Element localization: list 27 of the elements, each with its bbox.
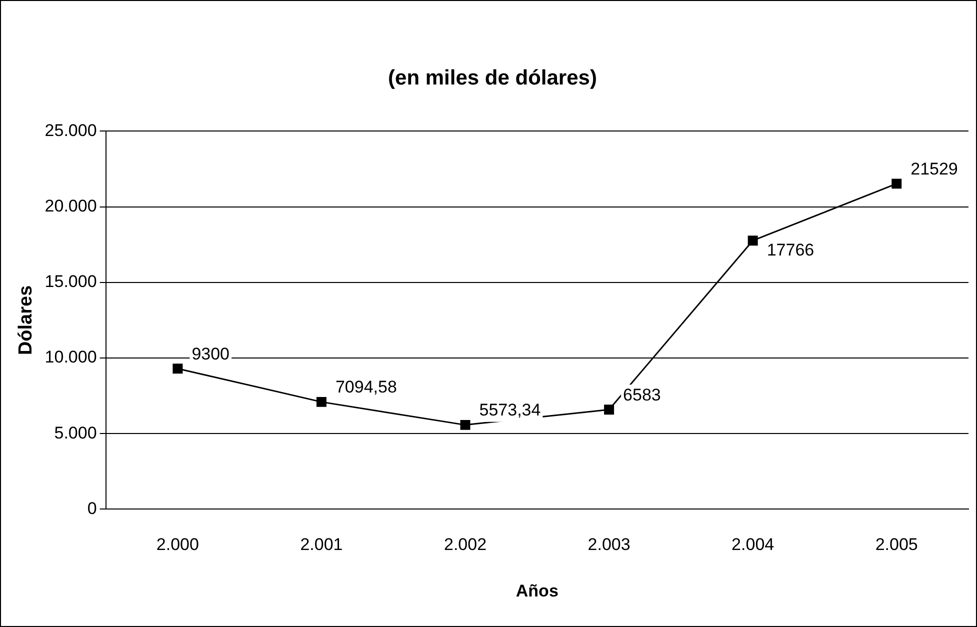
chart-title: (en miles de dólares) — [388, 66, 597, 90]
x-tick-label: 2.005 — [875, 535, 918, 554]
point — [316, 396, 326, 407]
x-tick-label: 2.001 — [300, 535, 343, 554]
y-tick-label: 10.000 — [44, 348, 97, 367]
data-label: 7094,58 — [335, 378, 397, 397]
y-tick-label: 5.000 — [54, 423, 97, 442]
y-tick-label: 25.000 — [44, 120, 97, 140]
data-label: 6583 — [623, 385, 661, 404]
data-label: 21529 — [910, 159, 958, 178]
point — [604, 404, 614, 415]
y-tick-label: 0 — [87, 498, 97, 518]
data-label: 5573,34 — [479, 400, 541, 420]
x-axis-title: Años — [516, 581, 558, 600]
y-tick-label: 15.000 — [44, 272, 97, 292]
x-tick-label: 2.000 — [156, 535, 199, 554]
data-label: 17766 — [766, 240, 814, 260]
point — [172, 364, 183, 374]
y-axis-title: Dólares — [16, 285, 37, 356]
x-tick-label: 2.003 — [588, 535, 630, 554]
point — [460, 420, 470, 430]
point — [748, 236, 758, 246]
data-label: 9300 — [192, 344, 230, 364]
x-tick-label: 2.004 — [732, 535, 774, 554]
x-tick-label: 2.002 — [444, 535, 487, 554]
y-tick-label: 20.000 — [44, 196, 97, 216]
point — [892, 178, 902, 189]
